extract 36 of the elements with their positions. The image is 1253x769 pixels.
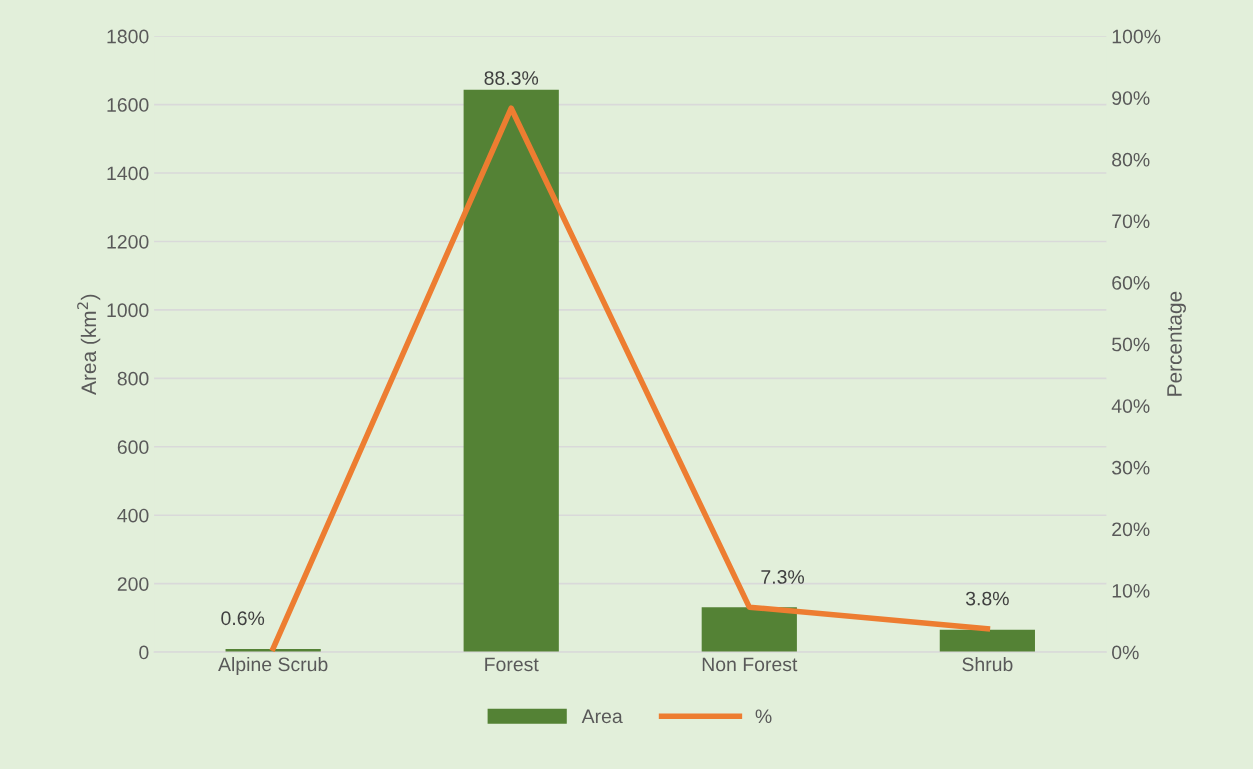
y-tick-label: 200 [117,577,149,591]
bar [701,607,797,653]
y2-tick-label: 70% [1112,214,1150,229]
y-tick-label: 600 [117,440,149,455]
y-tick-label: 1800 [107,29,149,44]
y2-tick-label: 40% [1111,399,1150,413]
data-label: 7.3% [761,570,805,584]
data-label: 88.3% [484,71,539,85]
y2-tick-label: 20% [1112,522,1150,537]
x-tick-label: Shrub [962,656,1013,672]
y2-tick-label: 30% [1112,460,1150,475]
y-tick-label: 800 [117,371,149,386]
y-axis-title: Area (km$^{2}$) [77,294,101,395]
y2-tick-label: 60% [1112,276,1150,290]
bar [463,89,559,653]
data-label: 0.6% [221,611,265,626]
x-tick-label: Non Forest [702,657,798,672]
y2-tick-label: 100% [1112,29,1161,44]
y-tick-label: 1400 [107,166,149,181]
y-tick-label: 1600 [107,98,149,112]
bar [939,629,1035,653]
y2-tick-label: 50% [1112,337,1150,352]
data-label: 3.8% [965,591,1009,606]
y-tick-label: 400 [117,508,149,523]
y2-tick-label: 10% [1112,583,1150,598]
legend-label: Area [581,709,623,724]
y2-tick-label: 80% [1112,152,1150,167]
legend-label: % [755,709,772,724]
x-tick-label: Forest [485,657,539,672]
y2-tick-label: 90% [1112,91,1150,105]
y2-axis-title: Percentage [1167,291,1186,396]
x-tick-label: Alpine Scrub [218,656,328,676]
y-tick-label: 0 [139,645,149,660]
y2-tick-label: 0% [1112,645,1139,660]
y-tick-label: 1000 [107,303,149,318]
y-tick-label: 1200 [107,234,149,249]
